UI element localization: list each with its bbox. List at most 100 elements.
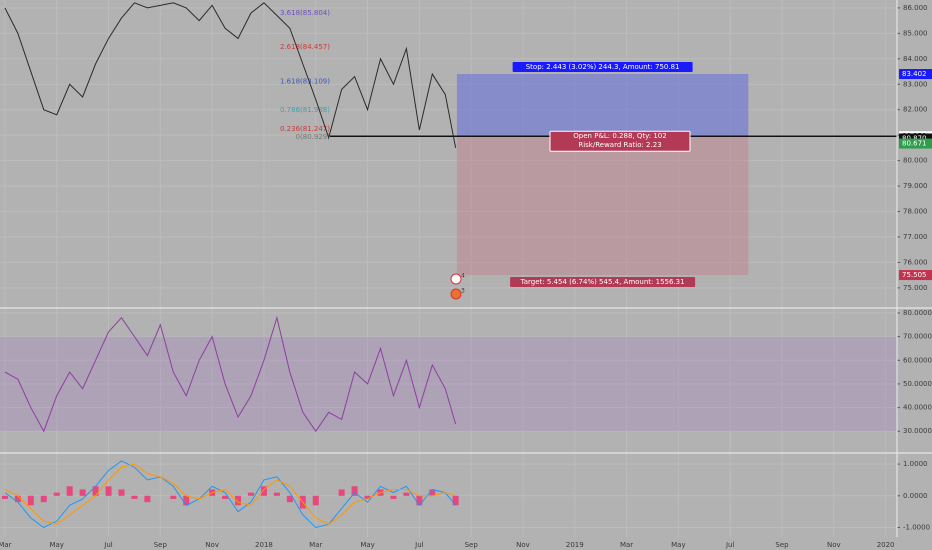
y-tick-label: 80.0000: [903, 309, 932, 317]
histogram-bar: [170, 495, 177, 499]
y-tick-label: 79.000: [903, 182, 928, 190]
series-line: [4, 460, 457, 529]
y-tick-label: 70.0000: [903, 333, 932, 341]
x-tick-label: May: [671, 541, 685, 549]
histogram-bar: [429, 489, 436, 496]
histogram-bar: [118, 489, 125, 496]
histogram-bar: [183, 495, 190, 506]
y-tick-label: 84.000: [903, 55, 928, 63]
x-tick-label: Mar: [309, 541, 322, 549]
target-label-bg: [510, 277, 696, 288]
y-tick-label: 85.000: [903, 29, 928, 37]
fib-label: 0.236(81.247): [280, 125, 330, 133]
pnl-label: Open P&L: 0.288, Qty: 102: [573, 132, 666, 140]
histogram-bar: [364, 495, 371, 499]
y-tick-label: 50.0000: [903, 380, 932, 388]
histogram-bar: [235, 495, 242, 506]
y-tick-label: -1.0000: [903, 523, 930, 531]
histogram-bar: [452, 495, 459, 506]
histogram-bar: [131, 495, 138, 499]
histogram-bar: [105, 486, 112, 496]
fib-label: 0(80.929): [296, 133, 331, 141]
histogram-bar: [222, 495, 229, 499]
price-label-bg: [899, 270, 932, 281]
target-label: Target: 5.454 (6.74%) 545.4, Amount: 155…: [520, 278, 685, 286]
price-label-bg: [899, 138, 932, 149]
target-zone: [456, 136, 749, 276]
price-label: 80.870: [902, 134, 927, 142]
histogram-bar: [79, 489, 86, 496]
x-tick-label: Nov: [827, 541, 841, 549]
fib-label: 3.618(85.804): [280, 9, 330, 17]
x-tick-label: May: [360, 541, 374, 549]
x-tick-label: Jul: [103, 541, 113, 549]
price-label-bg: [899, 133, 932, 144]
histogram-bar: [416, 495, 423, 506]
pnl-bg: [549, 130, 691, 152]
x-tick-label: 2019: [566, 541, 584, 549]
y-tick-label: 40.0000: [903, 404, 932, 412]
fib-label: 2.618(84.457): [280, 43, 330, 51]
histogram-bar: [53, 492, 60, 496]
y-tick-label: 80.000: [903, 157, 928, 165]
event-marker: [450, 288, 462, 300]
x-tick-label: Sep: [465, 541, 479, 549]
series-line: [4, 315, 457, 433]
x-tick-label: Jul: [414, 541, 424, 549]
x-tick-label: Jul: [725, 541, 735, 549]
histogram-bar: [27, 495, 34, 506]
histogram-bar: [390, 495, 397, 499]
y-tick-label: 1.0000: [903, 460, 928, 468]
price-label: 75.505: [902, 271, 927, 279]
y-tick-label: 83.000: [903, 80, 928, 88]
histogram-bar: [144, 495, 151, 503]
histogram-bar: [273, 492, 280, 496]
histogram-bar: [1, 495, 8, 499]
x-tick-label: Sep: [154, 541, 168, 549]
histogram-bar: [351, 486, 358, 496]
y-tick-label: 76.000: [903, 258, 928, 266]
y-tick-label: 60.0000: [903, 356, 932, 364]
y-tick-label: 0.0000: [903, 492, 928, 500]
histogram-bar: [403, 492, 410, 496]
histogram-bar: [92, 486, 99, 496]
histogram-bar: [247, 492, 254, 496]
x-tick-label: Mar: [620, 541, 633, 549]
x-tick-label: 2020: [877, 541, 895, 549]
rr-label: Risk/Reward Ratio: 2.23: [578, 141, 661, 149]
x-tick-label: 2018: [255, 541, 273, 549]
event-marker: [450, 273, 462, 285]
histogram-bar: [286, 495, 293, 503]
stop-zone: [456, 74, 749, 137]
y-tick-label: 75.000: [903, 284, 928, 292]
event-marker-label: 3: [461, 288, 465, 295]
x-tick-label: Nov: [205, 541, 219, 549]
fib-label: 1.618(83.109): [280, 77, 330, 85]
y-tick-label: 78.000: [903, 208, 928, 216]
histogram-bar: [40, 495, 47, 503]
histogram-bar: [312, 495, 319, 506]
stop-label-bg: [512, 62, 693, 73]
event-marker-label: 4: [461, 273, 465, 280]
y-tick-label: 30.0000: [903, 427, 932, 435]
price-label-bg: [899, 69, 932, 80]
x-tick-label: Sep: [775, 541, 789, 549]
histogram-bar: [66, 486, 73, 496]
histogram-bar: [260, 486, 267, 496]
series-line: [4, 463, 456, 525]
price-label: 80.671: [902, 140, 927, 148]
histogram-bar: [338, 489, 345, 496]
price-label: 83.402: [902, 70, 927, 78]
fib-label: 0.786(81.988): [280, 106, 330, 114]
x-tick-label: Mar: [0, 541, 12, 549]
y-tick-label: 77.000: [903, 233, 928, 241]
x-tick-label: Nov: [516, 541, 530, 549]
stop-label: Stop: 2.443 (3.02%) 244.3, Amount: 750.8…: [526, 63, 680, 71]
histogram-bar: [14, 495, 21, 503]
series-line: [4, 2, 457, 148]
y-tick-label: 86.000: [903, 4, 928, 12]
rsi-band: [0, 336, 897, 432]
y-tick-label: 82.000: [903, 106, 928, 114]
x-tick-label: May: [49, 541, 63, 549]
